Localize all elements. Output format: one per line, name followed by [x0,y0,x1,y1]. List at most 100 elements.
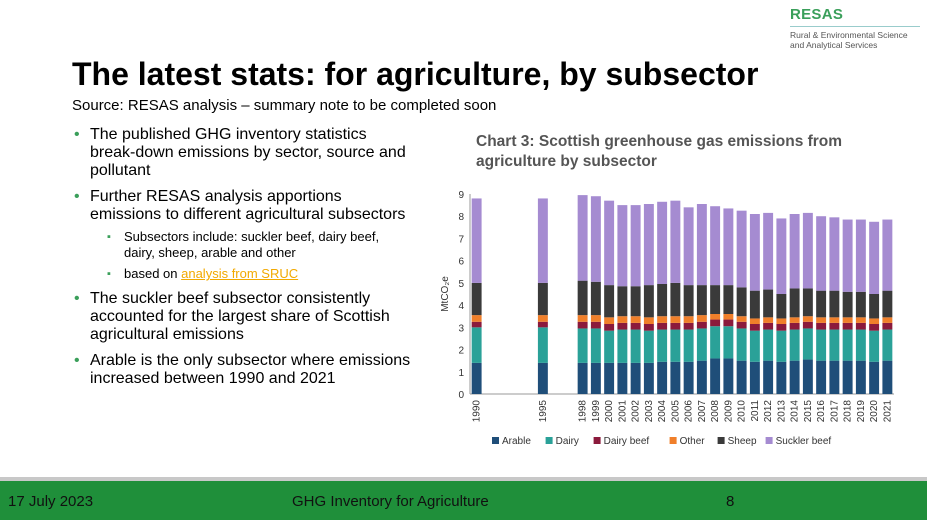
logo-name: RESAS [790,6,844,23]
bar-segment [630,329,641,363]
sruc-analysis-link[interactable]: analysis from SRUC [181,266,299,281]
bar-segment [617,205,628,287]
bar-segment [842,317,853,323]
x-tick-label: 2013 [776,400,787,423]
bar-segment [683,316,694,323]
legend-label: Other [680,436,706,447]
x-tick-label: 2016 [816,400,827,423]
bar-segment [604,200,615,286]
chart-title: Chart 3: Scottish greenhouse gas emissio… [476,133,843,170]
x-tick-label: 2014 [790,400,801,423]
bar-segment [617,322,628,330]
bar-segment [630,322,641,330]
bar-segment [710,358,721,394]
x-tick-label: 2012 [763,400,774,423]
x-tick-label: 2010 [737,400,748,423]
bar-segment [829,317,840,323]
bar-segment [643,330,654,363]
bar-segment [537,198,548,283]
bar-segment [683,285,694,317]
legend-swatch [765,437,773,444]
bar-segment [723,285,734,314]
bar-segment [829,217,840,291]
legend-label: Sheep [728,436,757,447]
y-tick-label: 5 [458,279,464,290]
bar-segment [577,362,588,394]
bar-segment [683,361,694,394]
bar-segment [537,282,548,316]
bar-segment [471,315,482,322]
bar-segment [723,208,734,286]
bar-segment [802,288,813,317]
bar-segment [789,322,800,330]
bar-segment [657,201,668,284]
bullet-item: The suckler beef subsector consistently … [72,290,412,344]
bar-segment [590,328,601,363]
x-tick-label: 2003 [644,400,655,423]
bar-segment [630,316,641,323]
bullet-text: Further RESAS analysis apportions emissi… [90,188,406,223]
bar-segment [736,210,747,288]
x-tick-label: 2017 [829,400,840,423]
bar-segment [882,329,893,361]
bar-segment [749,290,760,319]
bar-segment [816,360,827,394]
bar-segment [749,318,760,324]
bar-segment [749,330,760,362]
bar-segment [816,317,827,323]
bar-segment [749,361,760,394]
bar-segment [723,319,734,327]
bar-segment [537,315,548,322]
bar-segment [657,316,668,323]
bar-segment [763,212,774,290]
bar-segment [842,329,853,361]
x-tick-label: 2008 [710,400,721,423]
legend-swatch [593,437,601,444]
bar-segment [710,326,721,359]
bar-segment [683,322,694,330]
y-tick-label: 4 [458,301,464,312]
y-tick-label: 1 [458,368,464,379]
bar-segment [590,321,601,329]
bullet-item: Further RESAS analysis apportions emissi… [72,188,412,282]
bar-segment [471,321,482,328]
bar-segment [617,286,628,317]
bar-segment [736,321,747,329]
bullet-item: The published GHG inventory statistics b… [72,126,412,180]
bar-segment [696,315,707,322]
bar-segment [643,324,654,331]
bar-segment [736,328,747,361]
bar-segment [789,360,800,394]
bar-segment [604,317,615,324]
bar-segment [537,362,548,394]
bar-segment [842,219,853,292]
bar-segment [776,324,787,331]
logo-line-2: and Analytical Services [790,40,878,50]
bar-segment [776,361,787,394]
bar-segment [710,314,721,320]
x-tick-label: 2000 [604,400,615,423]
bar-segment [670,316,681,323]
bar-segment [696,328,707,361]
x-tick-label: 2011 [750,400,761,422]
legend-swatch [492,437,499,444]
bar-segment [882,290,893,318]
x-tick-label: 2004 [657,400,668,423]
bar-segment [829,322,840,330]
bar-segment [763,289,774,318]
bar-segment [577,280,588,316]
y-axis-label: MtCO₂e [440,276,451,312]
x-tick-label: 2005 [670,400,681,423]
bar-segment [471,327,482,363]
bar-segment [723,314,734,320]
footer-date: 17 July 2023 [8,493,94,510]
bar-segment [869,324,880,331]
bar-segment [776,294,787,319]
x-tick-label: 2001 [617,400,628,423]
bar-segment [577,328,588,363]
bar-segment [617,316,628,323]
bar-segment [855,360,866,394]
bar-segment [590,362,601,394]
bar-segment [630,362,641,394]
bar-segment [696,204,707,286]
